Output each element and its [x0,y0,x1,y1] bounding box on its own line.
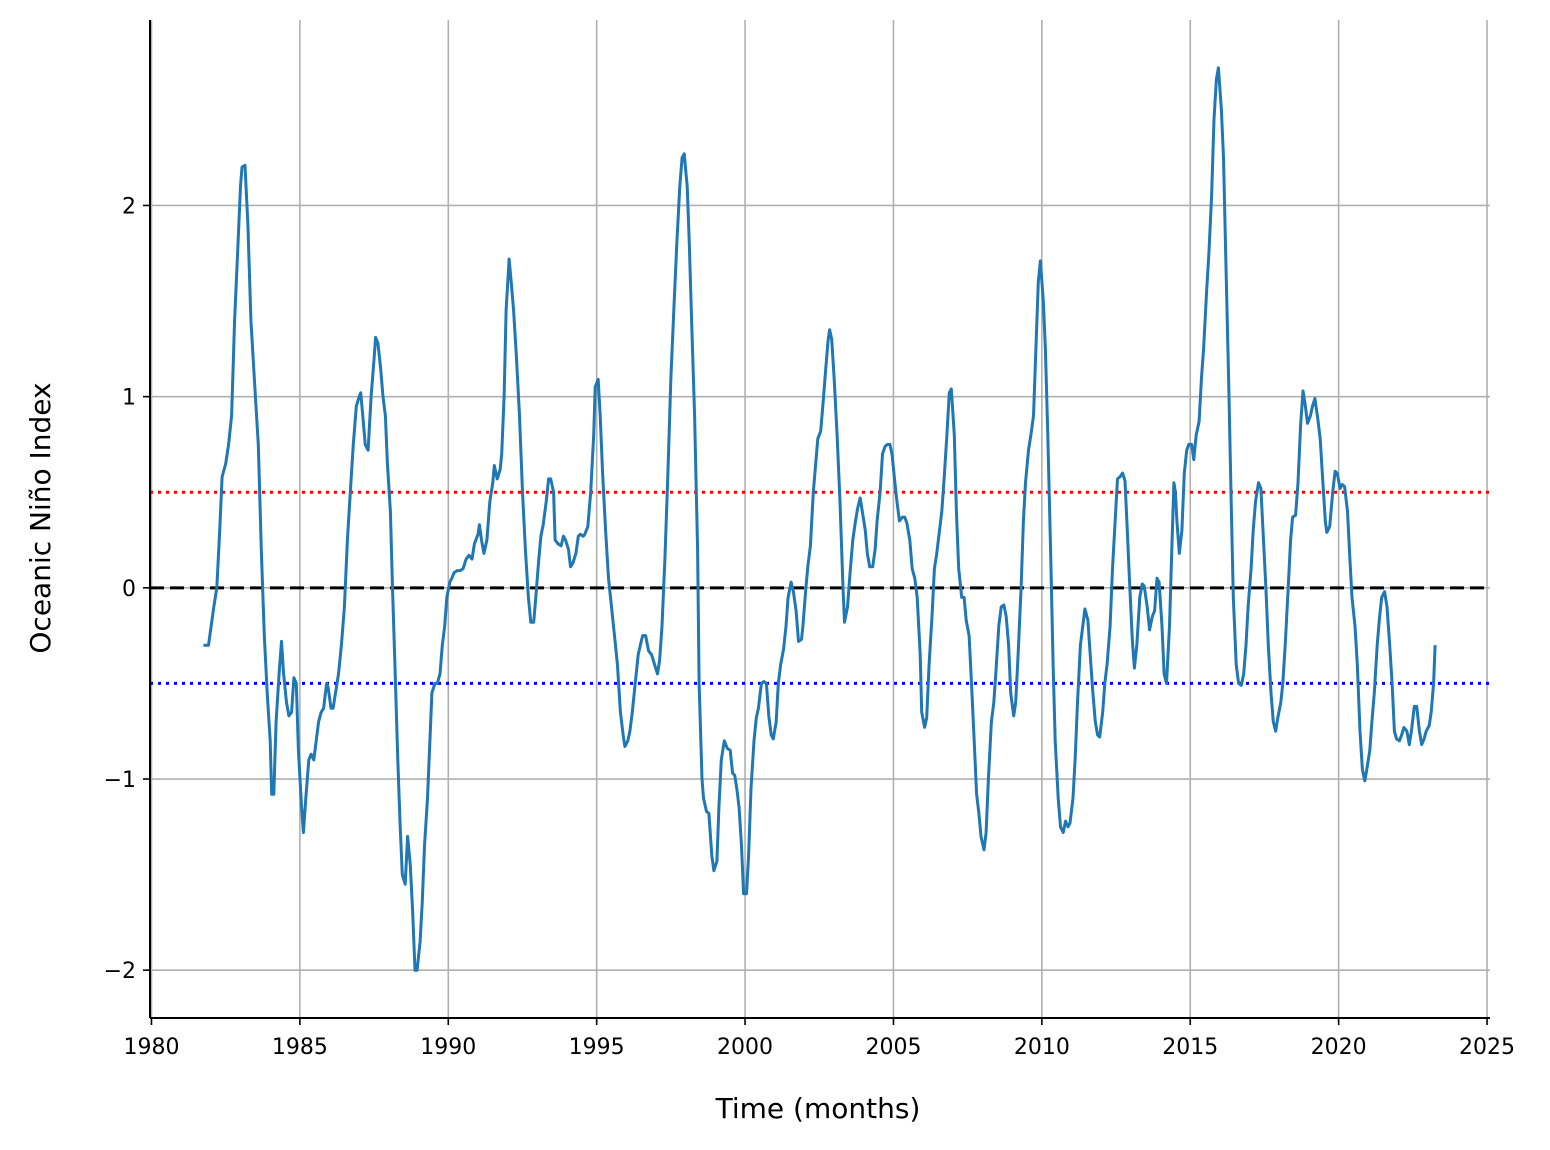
y-tick-label: 2 [122,194,136,219]
series-layer [203,66,1437,972]
x-tick-label: 1980 [123,1035,179,1060]
y-tick-label: 1 [122,386,136,411]
x-tick-label: 1990 [420,1035,476,1060]
x-tick-label: 2000 [717,1035,773,1060]
x-tick-label: 2010 [1014,1035,1070,1060]
x-tick-label: 2025 [1459,1035,1515,1060]
y-tick-label: 0 [122,577,136,602]
y-tick-label: −1 [104,768,136,793]
x-tick-label: 1995 [569,1035,625,1060]
x-tick-label: 2005 [865,1035,921,1060]
y-tick-label: −2 [104,959,136,984]
x-axis-title: Time (months) [715,1092,921,1125]
x-tick-label: 2020 [1311,1035,1367,1060]
tick-labels: 1980 1985 1990 1995 2000 2005 2010 2015 2020 2025… [104,194,1515,1060]
x-tick-label: 1985 [272,1035,328,1060]
y-axis-title: Oceanic Niño Index [24,382,57,653]
axes [143,20,1490,1025]
oni-series-line [203,66,1437,972]
reference-lines [150,490,1490,685]
x-tick-label: 2015 [1162,1035,1218,1060]
